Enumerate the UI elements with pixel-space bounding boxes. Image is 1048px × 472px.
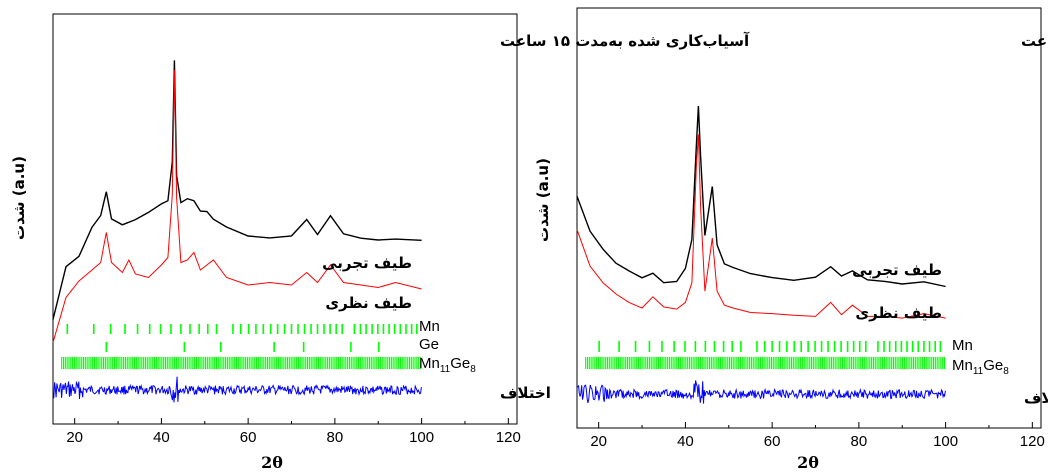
series-label-calculated-left: طیف نظری [325, 294, 412, 312]
x-axis-ticks-left: 20 40 60 80 100 120 [66, 418, 521, 446]
x-tick-label: 20 [66, 429, 83, 446]
x-tick-label: 120 [496, 429, 521, 446]
difference-curve [576, 380, 946, 404]
series-group-left [52, 60, 422, 403]
x-axis-ticks-right: 20 40 60 80 100 120 [590, 422, 1045, 450]
legend-ge-left: Ge [419, 336, 439, 353]
legend-mn-left: Mn [419, 318, 440, 335]
legend-mn-right: Mn [952, 337, 973, 354]
plot-frame-right [576, 7, 1042, 429]
x-tick-label: 60 [240, 429, 257, 446]
x-tick-label: 80 [327, 429, 344, 446]
y-axis-label-left: شدت (a.u) [10, 156, 28, 240]
legend-mn11ge8-left: Mn11Ge8 [419, 355, 476, 375]
x-tick-label: 80 [851, 433, 868, 450]
x-tick-label: 120 [1020, 433, 1045, 450]
x-tick-label: 60 [764, 433, 781, 450]
x-tick-label: 100 [409, 429, 434, 446]
x-axis-label-left: 2θ [261, 453, 283, 472]
plot-frame-left [52, 13, 518, 425]
series-label-difference-right: اختلاف [1024, 389, 1048, 407]
series-label-calculated-right: طیف نظری [855, 304, 942, 322]
experimental-curve [576, 105, 946, 288]
x-axis-label-right: 2θ [797, 453, 819, 472]
x-tick-label: 40 [153, 429, 170, 446]
legend-mn11ge8-right: Mn11Ge8 [952, 357, 1009, 377]
y-axis-label-right: شدت (a.u) [534, 158, 552, 242]
chart-title-right: آسیاب‌کاری شده به‌مدت ۱۵ ساعت [1021, 32, 1048, 50]
chart-panel-right: 20 40 60 80 100 120 آسیاب‌کاری شده به‌مدت ۱۵ … [534, 7, 1048, 472]
series-label-experimental-left: طیف تجربی [322, 254, 412, 272]
series-label-difference-left: اختلاف [500, 384, 551, 402]
reflection-marks-right [585, 341, 946, 369]
series-label-experimental-right: طیف تجربی [852, 261, 942, 279]
experimental-curve [52, 60, 422, 320]
calculated-curve [576, 134, 946, 319]
series-group-right [576, 105, 946, 404]
chart-panel-left: 20 40 60 80 100 120 آسیاب‌کاری شده به‌مدت ۱۵ … [10, 13, 750, 472]
x-tick-label: 100 [933, 433, 958, 450]
difference-curve [52, 376, 422, 403]
chart-title-left: آسیاب‌کاری شده به‌مدت ۱۵ ساعت [500, 32, 750, 50]
reflection-marks-left [61, 324, 422, 369]
x-tick-label: 20 [590, 433, 607, 450]
x-tick-label: 40 [677, 433, 694, 450]
calculated-curve [52, 69, 422, 343]
